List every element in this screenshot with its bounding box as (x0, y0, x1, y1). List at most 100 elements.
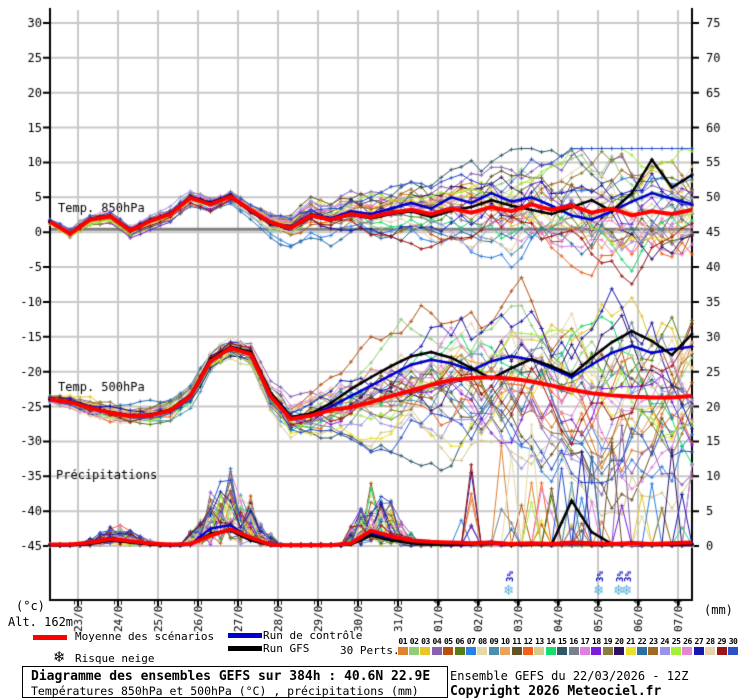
pert-number: 03 (421, 637, 430, 646)
pert-legend-item: 23 (648, 637, 659, 655)
pert-color-swatch (591, 647, 602, 655)
pert-number: 02 (409, 637, 419, 646)
pert-number: 06 (455, 637, 464, 646)
pert-legend-item: 15 (556, 637, 568, 655)
altitude-label: Alt. 162m (8, 615, 74, 629)
pert-number: 25 (671, 637, 681, 646)
pert-color-swatch (420, 647, 431, 655)
legend-gfs-swatch (228, 646, 262, 651)
pert-number: 13 (535, 637, 544, 646)
pert-color-swatch (579, 647, 590, 655)
pert-number: 09 (489, 637, 499, 646)
pert-number: 28 (705, 637, 715, 646)
pert-color-swatch (636, 647, 647, 655)
pert-legend-item: 06 (454, 637, 465, 655)
pert-color-swatch (568, 647, 579, 655)
pert-number: 11 (512, 637, 521, 646)
pert-legend-item: 20 (613, 637, 625, 655)
pert-number: 20 (614, 637, 624, 646)
pert-color-swatch (534, 647, 545, 655)
pert-color-swatch (716, 647, 727, 655)
pert-legend-item: 24 (659, 637, 670, 655)
legend-mean-swatch (33, 635, 67, 640)
pert-number: 04 (432, 637, 442, 646)
legend-snow-label: Risque neige (75, 652, 155, 665)
pert-color-swatch (409, 647, 420, 655)
pert-color-swatch (659, 647, 670, 655)
pert-legend-item: 12 (522, 637, 533, 655)
pert-number: 24 (660, 637, 669, 646)
pert-color-swatch (431, 647, 442, 655)
legend-perts-label: 30 Perts. (340, 644, 400, 657)
pert-legend-item: 02 (408, 637, 420, 655)
pert-color-swatch (625, 647, 636, 655)
pert-legend-item: 10 (500, 637, 511, 655)
pert-number: 01 (398, 637, 408, 646)
pert-number: 05 (443, 637, 453, 646)
pert-number: 07 (466, 637, 476, 646)
pert-number: 26 (683, 637, 692, 646)
pert-number: 23 (648, 637, 658, 646)
pert-legend-item: 09 (488, 637, 499, 655)
pert-color-swatch (500, 647, 511, 655)
pert-color-swatch (728, 647, 739, 655)
pert-color-swatch (488, 647, 499, 655)
pert-number: 18 (592, 637, 601, 646)
pert-legend-item: 29 (716, 637, 727, 655)
pert-legend-item: 26 (682, 637, 693, 655)
pert-number: 08 (478, 637, 487, 646)
pert-legend-item: 22 (636, 637, 647, 655)
pert-legend-item: 25 (670, 637, 682, 655)
pert-number: 27 (694, 637, 704, 646)
pert-color-swatch (466, 647, 477, 655)
pert-legend-item: 01 (397, 637, 408, 655)
copyright-label: Copyright 2026 Meteociel.fr (450, 684, 662, 699)
pert-color-swatch (557, 647, 568, 655)
pert-legend-item: 13 (534, 637, 545, 655)
pert-legend-item: 21 (625, 637, 636, 655)
pert-legend-item: 04 (431, 637, 442, 655)
right-axis-unit-label: (mm) (704, 603, 733, 617)
pert-number: 30 (728, 637, 738, 646)
run-info-label: Ensemble GEFS du 22/03/2026 - 12Z (450, 669, 689, 683)
pert-legend-item: 18 (591, 637, 602, 655)
diagram-title: Diagramme des ensembles GEFS sur 384h : … (31, 669, 431, 684)
legend-mean-label: Moyenne des scénarios (75, 630, 215, 643)
diagram-subtitle: Températures 850hPa et 500hPa (°C) , pré… (31, 684, 419, 698)
pert-number: 29 (717, 637, 726, 646)
pert-legend-item: 11 (511, 637, 522, 655)
pert-color-swatch (682, 647, 693, 655)
pert-color-swatch (614, 647, 625, 655)
pert-legend-item: 16 (568, 637, 579, 655)
pert-number: 21 (626, 637, 635, 646)
pert-color-swatch (477, 647, 488, 655)
pert-legend-item: 27 (693, 637, 704, 655)
footer-title-box: Diagramme des ensembles GEFS sur 384h : … (22, 666, 448, 698)
pert-color-swatch (693, 647, 704, 655)
pert-legend-item: 30 (727, 637, 739, 655)
pert-color-swatch (602, 647, 613, 655)
pert-color-swatch (648, 647, 659, 655)
pert-color-swatch (522, 647, 533, 655)
legend-control-swatch (228, 633, 262, 638)
pert-number: 15 (557, 637, 567, 646)
pert-number: 17 (580, 637, 590, 646)
pert-color-swatch (511, 647, 522, 655)
pert-color-swatch (397, 647, 408, 655)
pert-legend-item: 17 (579, 637, 590, 655)
pert-legend-item: 07 (465, 637, 477, 655)
pert-legend-item: 08 (477, 637, 488, 655)
pert-number: 16 (569, 637, 578, 646)
pert-color-swatch (443, 647, 454, 655)
pert-number: 12 (523, 637, 533, 646)
pert-number: 22 (637, 637, 647, 646)
pert-legend-item: 28 (705, 637, 716, 655)
snowflake-icon: ❄ (53, 648, 66, 666)
left-axis-unit-label: (°c) (16, 599, 45, 613)
legend-gfs-label: Run GFS (263, 642, 310, 655)
pert-number: 10 (500, 637, 510, 646)
pert-number: 14 (546, 637, 556, 646)
pert-legend-item: 19 (602, 637, 613, 655)
